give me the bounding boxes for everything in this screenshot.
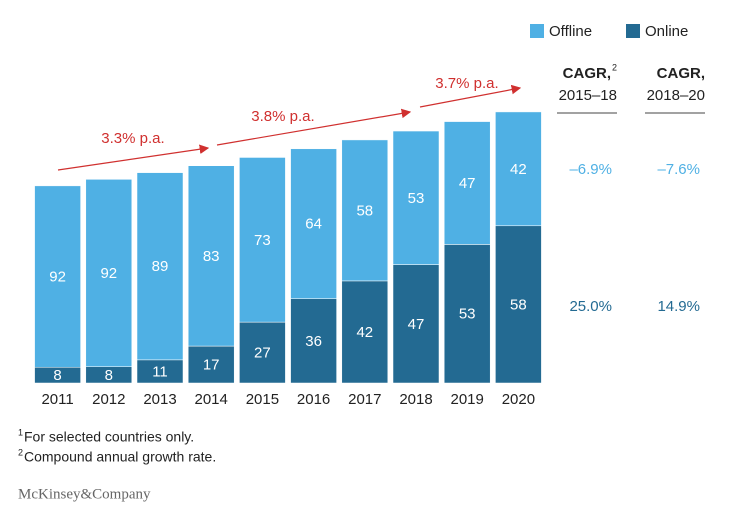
value-label: 89 — [152, 258, 169, 275]
cagr-note: 2 — [612, 62, 617, 72]
bar-segment — [85, 179, 133, 367]
value-label: 42 — [356, 324, 373, 341]
growth-label: 3.8% p.a. — [251, 108, 314, 125]
bar-segment — [136, 172, 184, 361]
legend-swatch — [626, 24, 640, 38]
value-label: 11 — [152, 363, 168, 380]
value-label: 53 — [459, 306, 476, 323]
value-label: 47 — [459, 175, 476, 192]
value-label: 58 — [510, 296, 527, 313]
bar-segment — [341, 139, 389, 282]
bar-segment — [34, 185, 81, 368]
x-tick-label: 2014 — [195, 391, 228, 408]
footnote-text: Compound annual growth rate. — [24, 449, 216, 465]
value-label: 53 — [408, 190, 425, 207]
bar-segment — [290, 298, 337, 384]
x-tick-label: 2019 — [451, 391, 484, 408]
x-tick-label: 2016 — [297, 391, 330, 408]
growth-arrow — [419, 84, 522, 108]
cagr-value: –6.9% — [569, 161, 612, 178]
growth-label: 3.3% p.a. — [101, 130, 164, 147]
value-label: 58 — [356, 202, 373, 219]
bar-segment — [290, 148, 337, 299]
bar-segment — [239, 321, 286, 384]
value-label: 8 — [105, 367, 113, 384]
legend-label: Online — [645, 23, 688, 40]
cagr-value: 25.0% — [569, 298, 612, 315]
value-label: 73 — [254, 232, 271, 249]
cagr-title: CAGR, — [563, 65, 611, 82]
cagr-period: 2018–20 — [647, 87, 705, 104]
x-tick-label: 2011 — [41, 391, 73, 408]
x-tick-label: 2015 — [246, 391, 279, 408]
bar-segment — [392, 264, 440, 384]
x-tick-label: 2012 — [92, 391, 125, 408]
value-label: 8 — [53, 367, 61, 384]
value-label: 64 — [305, 216, 322, 233]
value-label: 92 — [49, 269, 66, 286]
value-label: 83 — [203, 248, 220, 265]
cagr-title-text: CAGR, — [657, 65, 705, 82]
brand: McKinsey&Company — [18, 486, 151, 502]
x-tick-label: 2017 — [348, 391, 381, 408]
legend-label: Offline — [549, 23, 592, 40]
bar-segment — [239, 157, 286, 323]
x-tick-label: 2013 — [143, 391, 176, 408]
cagr-title: CAGR, — [657, 65, 705, 82]
value-label: 17 — [203, 357, 220, 374]
bar-segment — [443, 121, 491, 245]
bar-segment — [341, 280, 389, 384]
cagr-period: 2015–18 — [559, 87, 617, 104]
x-tick-label: 2018 — [399, 391, 432, 408]
bar-segment — [495, 225, 542, 384]
cagr-title-text: CAGR, — [563, 65, 611, 82]
growth-label: 3.7% p.a. — [435, 75, 498, 92]
legend-swatch — [530, 24, 544, 38]
value-label: 36 — [305, 333, 322, 350]
value-label: 92 — [100, 265, 117, 282]
cagr-value: –7.6% — [657, 161, 700, 178]
bar-segment — [443, 244, 491, 384]
footnote-mark: 2 — [18, 447, 23, 457]
bar-segment — [187, 345, 235, 384]
value-label: 42 — [510, 161, 527, 178]
footnote-mark: 1 — [18, 427, 23, 437]
footnote-text: For selected countries only. — [24, 429, 194, 445]
cagr-value: 14.9% — [657, 298, 700, 315]
bar-segment — [392, 130, 440, 265]
x-tick-label: 2020 — [502, 391, 535, 408]
bar-segment — [187, 165, 235, 347]
bar-segment — [495, 111, 542, 227]
value-label: 47 — [408, 316, 425, 333]
value-label: 27 — [254, 345, 271, 362]
growth-arrow — [57, 144, 210, 171]
growth-arrow — [216, 108, 412, 146]
